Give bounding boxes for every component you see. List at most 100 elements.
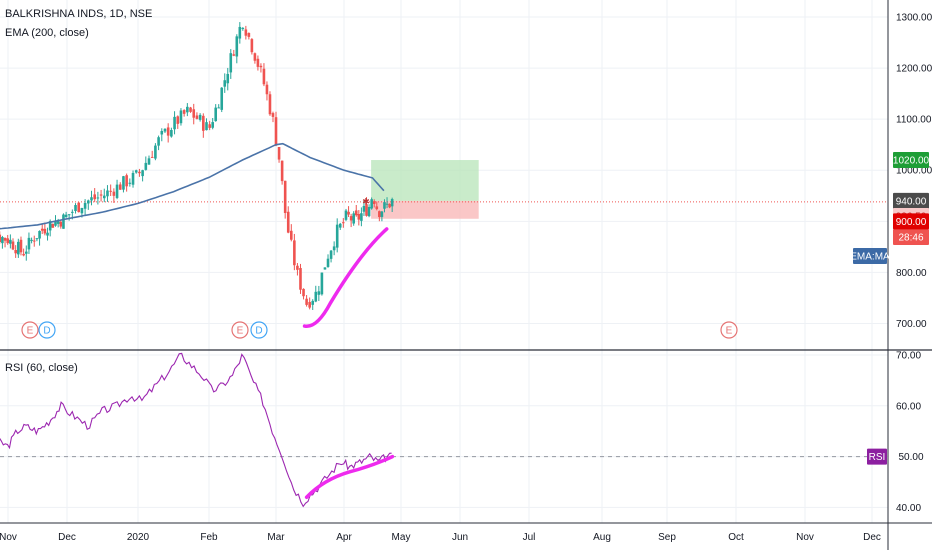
candle-body xyxy=(71,211,74,213)
candle-body xyxy=(277,146,281,160)
candle-body xyxy=(349,216,353,221)
candle-body xyxy=(383,202,386,209)
candle-body xyxy=(154,145,157,159)
candle-body xyxy=(77,202,81,213)
candle-body xyxy=(189,107,192,112)
candle-body xyxy=(102,195,106,199)
time-tick-label: Apr xyxy=(336,532,352,543)
candle-body xyxy=(390,199,394,207)
candle-body xyxy=(150,156,154,158)
candle-body xyxy=(170,129,173,137)
candle-body xyxy=(311,300,315,305)
candle-body xyxy=(347,211,350,215)
candle-body xyxy=(317,291,321,295)
candle-body xyxy=(235,36,239,57)
candle-body xyxy=(35,238,39,240)
candle-body xyxy=(147,158,151,165)
candle-body xyxy=(176,116,180,124)
time-tick-label: Jul xyxy=(523,532,536,543)
price-tick-label: 700.00 xyxy=(896,319,927,330)
candle-body xyxy=(296,265,299,270)
time-tick-label: Nov xyxy=(0,532,17,543)
candle-body xyxy=(372,201,376,204)
event-marker-label: D xyxy=(43,326,50,337)
candle-body xyxy=(352,213,355,224)
candle-body xyxy=(166,127,170,136)
candle-body xyxy=(208,124,211,128)
candle-body xyxy=(125,175,128,187)
symbol-title: BALKRISHNA INDS, 1D, NSE xyxy=(5,8,153,20)
time-tick-label: Aug xyxy=(593,532,611,543)
candle-body xyxy=(211,122,214,128)
candle-body xyxy=(302,288,305,297)
candles xyxy=(0,22,394,311)
candle-body xyxy=(250,39,254,53)
target-price-badge-text: 1020.00 xyxy=(893,156,930,167)
grid-lines xyxy=(0,0,888,523)
candle-body xyxy=(138,171,141,174)
candle-body xyxy=(19,239,23,253)
candle-body xyxy=(388,203,391,208)
time-tick-label: Sep xyxy=(658,532,676,543)
stop-zone xyxy=(371,200,479,219)
event-marker-earnings: E xyxy=(21,321,39,339)
candle-body xyxy=(274,117,278,146)
candle-body xyxy=(30,239,33,241)
candle-body xyxy=(229,53,233,73)
rsi-tick-label: 60.00 xyxy=(896,401,921,412)
candle-body xyxy=(268,94,272,115)
ema-legend: EMA (200, close) xyxy=(5,27,89,39)
event-marker-circle xyxy=(21,321,39,339)
ema-badge-text: EMA:MA xyxy=(850,252,890,263)
candle-body xyxy=(54,221,57,226)
candle-body xyxy=(271,113,275,117)
candle-body xyxy=(179,110,183,124)
candle-body xyxy=(192,109,196,118)
candle-body xyxy=(157,137,160,146)
event-marker-earnings: E xyxy=(720,321,738,339)
candle-body xyxy=(24,251,28,254)
candle-body xyxy=(46,232,49,236)
candle-body xyxy=(115,184,119,198)
candle-body xyxy=(220,87,224,110)
candle-body xyxy=(314,291,318,302)
candle-body xyxy=(48,221,52,231)
last-price-badge-bg xyxy=(893,192,929,209)
rsi-badge: RSI xyxy=(867,448,887,465)
candle-body xyxy=(241,27,245,29)
candle-body xyxy=(232,54,236,56)
level-price-badge-bg xyxy=(893,213,929,230)
candle-body xyxy=(27,237,31,250)
candle-body xyxy=(87,200,90,204)
candle-body xyxy=(357,214,361,220)
candle-body xyxy=(259,65,263,68)
candle-body xyxy=(59,221,63,227)
candle-body xyxy=(262,68,266,85)
candle-body xyxy=(3,237,7,241)
candle-body xyxy=(378,211,381,218)
candle-body xyxy=(323,267,327,270)
candle-body xyxy=(293,240,296,266)
candle-body xyxy=(344,210,348,220)
time-tick-label: Nov xyxy=(796,532,814,543)
event-marker-earnings: E xyxy=(231,321,249,339)
rsi-value-badge: 50.00 xyxy=(893,448,929,465)
candle-body xyxy=(56,220,60,224)
rsi-value-badge-bg xyxy=(893,448,929,465)
candle-body xyxy=(253,53,257,61)
candle-body xyxy=(380,211,384,217)
candle-body xyxy=(290,230,293,240)
rsi-line xyxy=(0,352,392,508)
candle-body xyxy=(217,107,221,109)
candle-body xyxy=(244,29,248,36)
price-tick-label: 800.00 xyxy=(896,268,927,279)
candle-body xyxy=(80,207,84,214)
candle-body xyxy=(335,224,339,248)
candle-body xyxy=(6,238,10,244)
candle-body xyxy=(265,84,269,95)
target-price-badge: 1020.00 xyxy=(893,152,930,169)
candle-body xyxy=(90,197,93,201)
candle-body xyxy=(198,114,202,120)
